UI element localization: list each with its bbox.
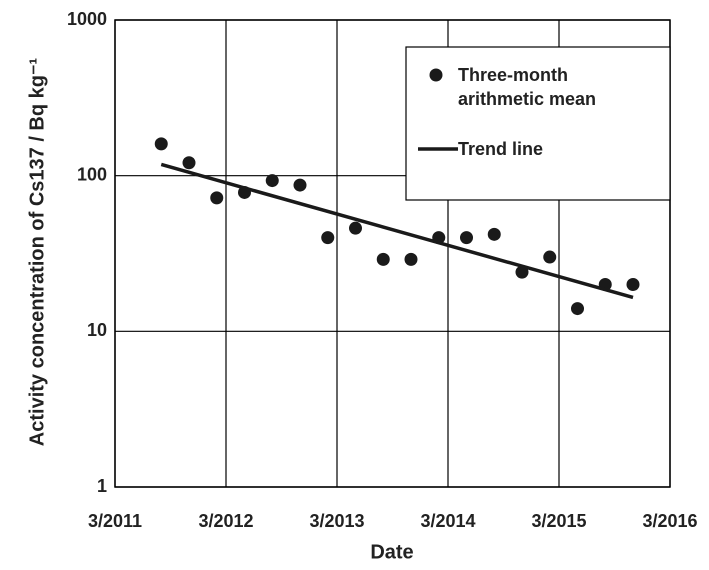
x-tick-label: 3/2012 [198,511,253,531]
x-tick-label: 3/2015 [531,511,586,531]
legend-box [405,46,671,201]
data-point [210,191,224,205]
data-point [626,277,640,291]
legend-item: Trend line [458,139,544,159]
legend-marker [429,68,443,82]
x-tick-label: 3/2016 [642,511,697,531]
y-tick-label: 100 [77,164,107,184]
trend-line [160,162,634,300]
x-axis-label: Date [370,541,413,563]
data-point [404,252,418,266]
legend-label: Trend line [458,139,544,159]
legend-item: Three-month arithmetic mean [458,65,597,109]
x-tick-label: 3/2013 [309,511,364,531]
y-tick-label: 10 [87,320,107,340]
data-point [543,250,557,264]
x-tick-label: 3/2011 [88,511,142,531]
data-point [265,174,279,188]
data-point [487,227,501,241]
data-point [182,156,196,170]
data-point [293,178,307,192]
legend-label: Three-month arithmetic mean [458,65,597,109]
data-point [321,231,335,245]
y-axis-label: Activity concentration of Cs137 / Bq kg⁻… [26,57,48,446]
data-point [571,302,584,316]
data-point [349,221,362,235]
y-tick-label: 1 [97,476,107,496]
y-tick-label: 1000 [67,9,107,29]
data-point [376,252,390,266]
data-point [460,231,473,245]
x-tick-label: 3/2014 [420,511,475,531]
plot-frame [114,19,671,488]
data-point [154,137,168,151]
